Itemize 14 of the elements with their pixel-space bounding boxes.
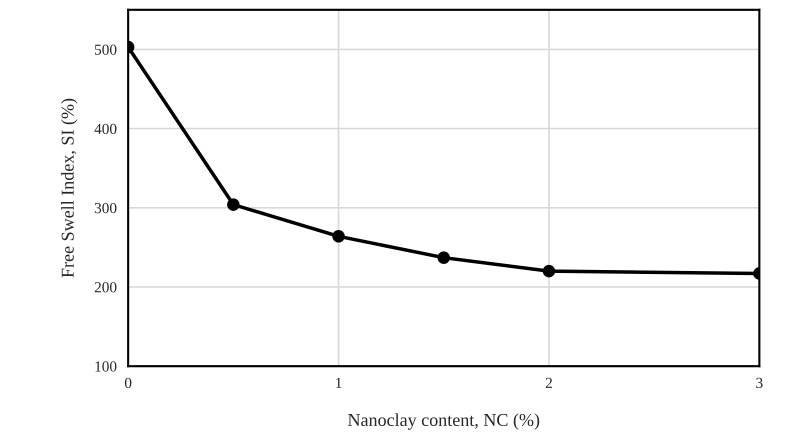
x-axis-title: Nanoclay content, NC (%) [348,413,540,430]
y-tick-label: 100 [95,361,116,372]
point [438,251,450,264]
x-tick-label: 3 [756,378,763,388]
x-tick-label: 0 [124,378,132,388]
y-tick-label: 400 [94,124,116,134]
y-tick-label: 300 [94,202,116,214]
x-tick-label: 2 [546,378,552,388]
y-tick-label: 500 [95,44,116,55]
y-tick-label: 200 [94,282,116,292]
x-tick-label: 1 [336,378,342,388]
point [332,230,345,243]
point [542,264,556,278]
y-axis-title: Free Swell Index, SI (%) [61,98,78,278]
